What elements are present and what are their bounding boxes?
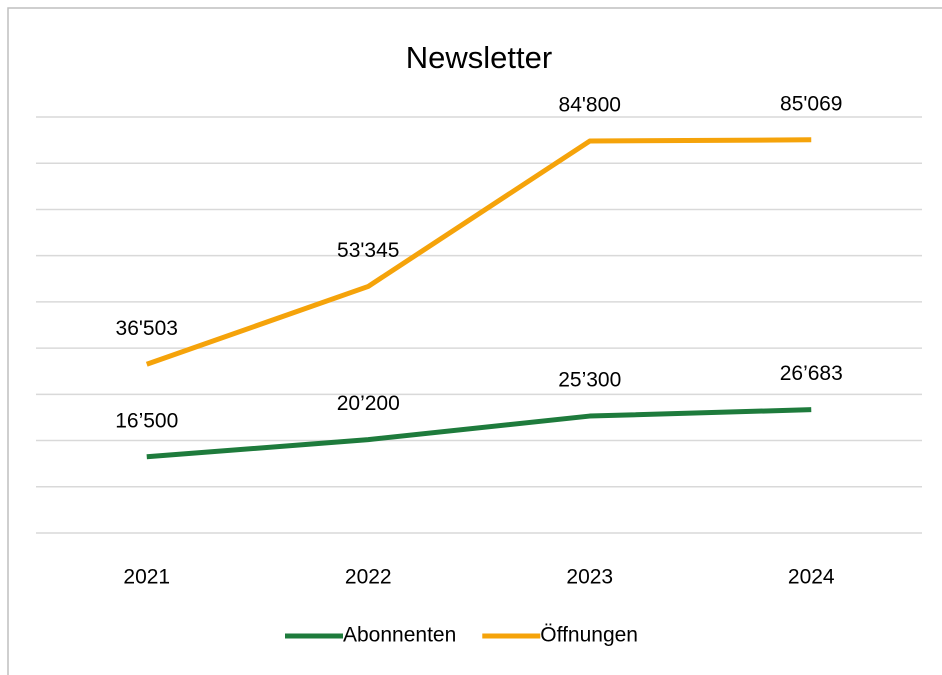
data-label: 25’300: [558, 369, 621, 392]
data-label: 84'800: [559, 94, 621, 117]
x-tick-label: 2023: [566, 566, 613, 589]
data-label: 20’200: [337, 392, 400, 415]
chart-frame: [7, 7, 942, 675]
data-label: 36'503: [116, 317, 178, 340]
legend-label: Öffnungen: [540, 624, 638, 647]
series-line: [145, 137, 812, 367]
data-label: 85'069: [780, 92, 842, 115]
series-line: [146, 407, 812, 460]
x-tick-label: 2024: [788, 566, 835, 589]
data-label: 53'345: [337, 239, 399, 262]
chart-title: Newsletter: [406, 40, 552, 75]
legend-label: Abonnenten: [343, 624, 456, 647]
data-label: 26’683: [780, 362, 843, 385]
x-tick-label: 2021: [123, 566, 170, 589]
data-label: 16’500: [115, 409, 178, 432]
x-tick-label: 2022: [345, 566, 392, 589]
